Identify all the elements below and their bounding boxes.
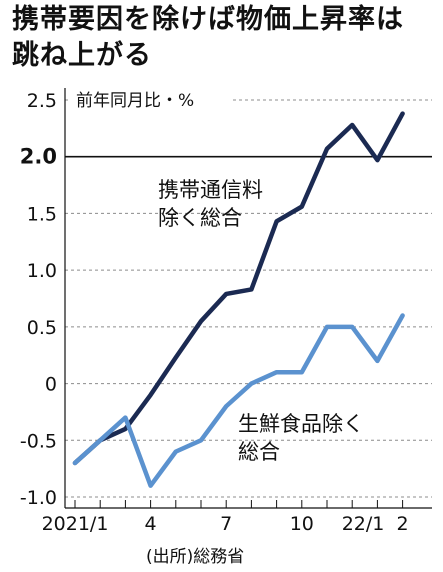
y-tick-label: 2.0 bbox=[20, 145, 57, 169]
y-tick-label: -0.5 bbox=[20, 430, 57, 452]
x-tick-label: 10 bbox=[290, 513, 314, 535]
series-label-ex-mobile: 携帯通信料 bbox=[158, 178, 263, 202]
series-label-ex-fresh-food: 生鮮食品除く bbox=[238, 412, 364, 436]
x-tick-label: 7 bbox=[220, 513, 232, 535]
series-label-ex-fresh-food: 総合 bbox=[238, 440, 280, 464]
series-line-ex-mobile bbox=[72, 111, 405, 466]
x-tick-label: 2021/1 bbox=[42, 513, 109, 535]
y-tick-label: 0.5 bbox=[27, 317, 57, 339]
x-tick-label: 2 bbox=[397, 513, 409, 535]
chart-headline-line-1: 携帯要因を除けば物価上昇率は bbox=[12, 4, 404, 35]
unit-label-background bbox=[71, 87, 231, 111]
x-tick-label: 22/1 bbox=[342, 513, 385, 535]
chart-headline-line-2: 跳ね上がる bbox=[12, 40, 152, 71]
series-line-ex-fresh-food bbox=[72, 313, 405, 488]
y-tick-label: -1.0 bbox=[20, 487, 57, 509]
series-label-ex-mobile: 除く総合 bbox=[158, 206, 242, 230]
y-tick-label: 1.0 bbox=[27, 260, 57, 282]
y-tick-label: 2.5 bbox=[27, 90, 57, 112]
y-tick-label: 1.5 bbox=[27, 203, 57, 225]
source-note: (出所)総務省 bbox=[146, 547, 245, 567]
y-tick-label: 0 bbox=[45, 374, 57, 396]
unit-label: 前年同月比・% bbox=[76, 91, 194, 111]
x-tick-label: 4 bbox=[145, 513, 157, 535]
